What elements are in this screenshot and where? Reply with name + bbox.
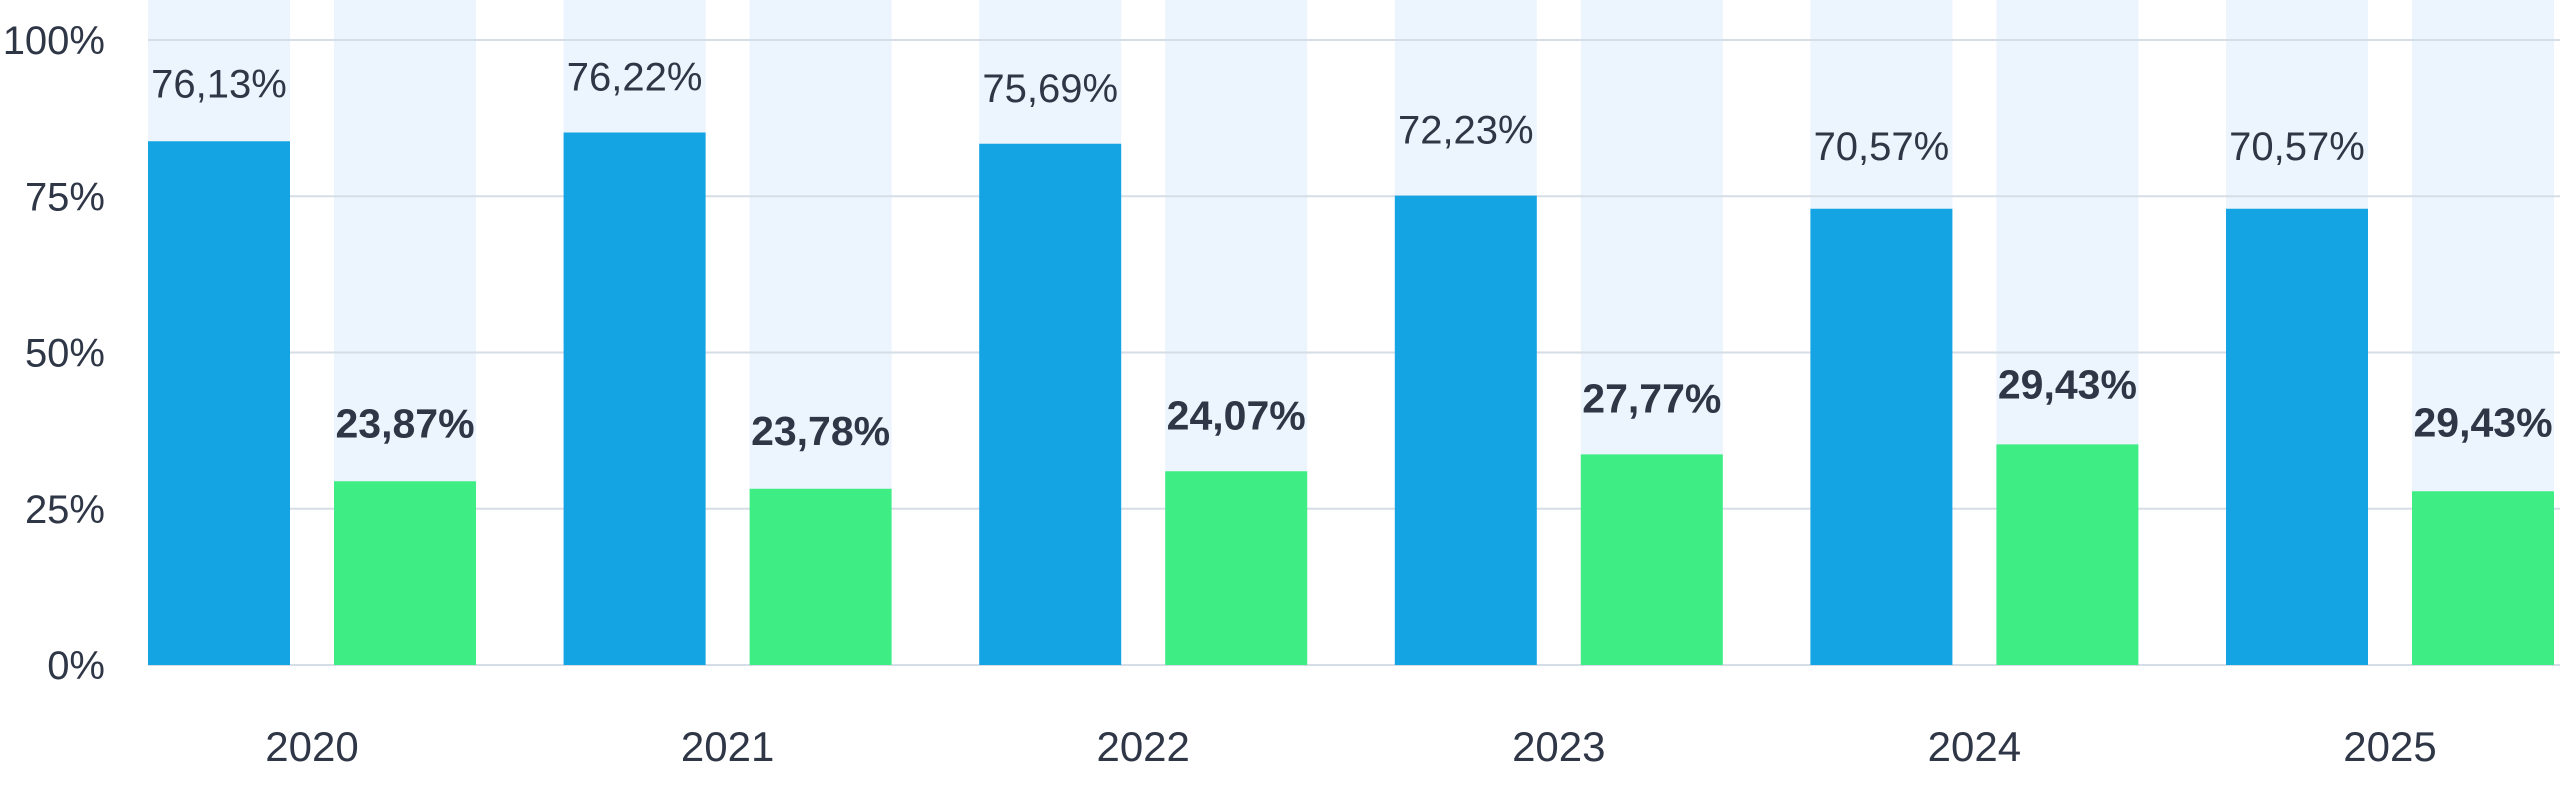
y-tick-label: 75% (25, 175, 105, 219)
data-label-2022-series-1: 75,69% (982, 67, 1118, 111)
x-tick-label: 2022 (1096, 723, 1189, 770)
bar-2021-series-2 (749, 488, 892, 665)
x-tick-label: 2023 (1512, 723, 1605, 770)
data-label-2025-series-2: 29,43% (2413, 399, 2552, 445)
gridlines-layer (148, 39, 2560, 666)
x-tick-label: 2021 (681, 723, 774, 770)
bar-2024-series-1 (1810, 208, 1953, 665)
axis-layer: 0% 25% 50% 75% 100% 2020 2021 2022 2023 2024 2025 (3, 19, 2437, 770)
data-label-2022-series-2: 24,07% (1167, 392, 1306, 438)
data-label-2021-series-2: 23,78% (751, 408, 890, 454)
bar-2025-series-2 (2412, 491, 2554, 665)
bar-2021-series-1 (563, 132, 706, 665)
y-tick-label: 25% (25, 488, 105, 532)
bar-2023-series-1 (1394, 195, 1537, 665)
data-label-2020-series-1: 76,13% (151, 62, 287, 106)
data-label-2024-series-2: 29,43% (1998, 361, 2137, 407)
bar-2025-series-1 (2226, 208, 2368, 665)
data-label-2023-series-1: 72,23% (1398, 109, 1534, 153)
bar-2022-series-2 (1165, 471, 1308, 665)
data-label-2021-series-1: 76,22% (567, 56, 703, 100)
bar-2023-series-2 (1580, 454, 1723, 665)
data-label-2024-series-1: 70,57% (1814, 125, 1950, 169)
bar-2020-series-2 (334, 481, 476, 665)
x-tick-label: 2024 (1928, 723, 2021, 770)
background-bars-layer (148, 0, 2554, 665)
data-labels-layer: 76,13% 23,87% 76,22% 23,78% 75,69% 24,07% 72,2… (151, 56, 2552, 454)
bar-2022-series-1 (979, 143, 1122, 665)
x-tick-label: 2020 (265, 723, 358, 770)
y-tick-label: 100% (3, 19, 105, 63)
x-tick-label: 2025 (2343, 723, 2436, 770)
data-label-2025-series-1: 70,57% (2229, 125, 2365, 169)
data-label-2020-series-2: 23,87% (335, 400, 474, 446)
y-tick-label: 0% (47, 644, 105, 688)
bars-layer (148, 132, 2554, 665)
y-tick-label: 50% (25, 332, 105, 376)
bar-2020-series-1 (148, 141, 290, 665)
bar-2024-series-2 (1996, 444, 2139, 665)
data-label-2023-series-2: 27,77% (1582, 375, 1721, 421)
